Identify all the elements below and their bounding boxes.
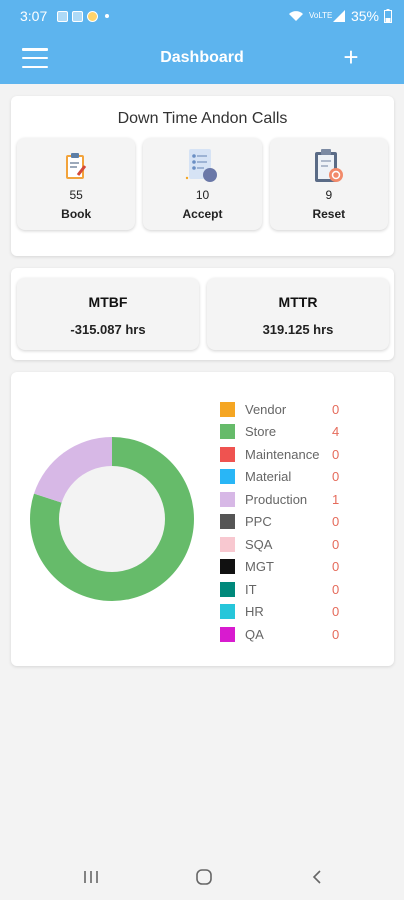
mttr-label: MTTR — [278, 294, 318, 310]
mtbf-tile[interactable]: MTBF -315.087 hrs — [17, 278, 199, 350]
legend-swatch — [220, 491, 235, 507]
legend-swatch — [220, 536, 235, 552]
legend-label: SQA — [245, 536, 273, 552]
andon-calls-card: Down Time Andon Calls 55 Book — [11, 96, 394, 256]
legend-item-maintenance: Maintenance 0 — [220, 443, 350, 466]
donut-chart — [29, 437, 194, 601]
app-bar: Dashboard + — [0, 32, 404, 84]
signal-icon — [332, 10, 345, 22]
legend-item-vendor: Vendor 0 — [220, 398, 350, 421]
legend-value: 0 — [332, 604, 340, 620]
legend-item-material: Material 0 — [220, 466, 350, 489]
metrics-card: MTBF -315.087 hrs MTTR 319.125 hrs — [11, 268, 394, 360]
legend-label: Production — [245, 491, 308, 507]
legend-label: QA — [245, 626, 264, 642]
legend-item-sqa: SQA 0 — [220, 533, 350, 556]
legend-swatch — [220, 581, 235, 597]
andon-tiles: 55 Book 10 Accept — [17, 138, 388, 230]
legend-item-mgt: MGT 0 — [220, 556, 350, 579]
accept-count: 10 — [195, 188, 210, 202]
legend-value: 0 — [332, 401, 340, 417]
legend-swatch — [220, 469, 235, 485]
home-icon[interactable] — [192, 865, 216, 889]
reset-count: 9 — [325, 188, 333, 202]
legend-swatch — [220, 401, 235, 417]
mttr-tile[interactable]: MTTR 319.125 hrs — [207, 278, 389, 350]
legend-item-production: Production 1 — [220, 488, 350, 511]
reset-tile[interactable]: 9 Reset — [269, 138, 388, 230]
status-right: VoLTE 35% — [288, 8, 392, 24]
legend-value: 0 — [332, 446, 340, 462]
category-chart-card: Vendor 0 Store 4 Maintenance 0 Material 0 Produc… — [11, 372, 394, 666]
legend-label: MGT — [245, 559, 274, 575]
legend-swatch — [220, 446, 235, 462]
mttr-value: 319.125 hrs — [262, 322, 334, 337]
legend-value: 0 — [332, 536, 340, 552]
status-left: 3:07 — [20, 8, 110, 24]
accept-tile[interactable]: 10 Accept — [143, 138, 262, 230]
legend-item-qa: QA 0 — [220, 623, 350, 646]
status-time: 3:07 — [20, 8, 48, 24]
mtbf-value: -315.087 hrs — [70, 322, 146, 337]
legend-item-ppc: PPC 0 — [220, 511, 350, 534]
legend-value: 0 — [332, 469, 340, 485]
legend-swatch — [220, 424, 235, 440]
andon-calls-heading: Down Time Andon Calls — [117, 110, 288, 127]
legend-label: Material — [245, 469, 292, 485]
message-notification-icon — [72, 10, 84, 22]
menu-icon[interactable] — [22, 48, 48, 68]
legend-swatch — [220, 626, 235, 642]
legend-value: 0 — [332, 559, 340, 575]
legend-swatch — [220, 514, 235, 530]
reset-label: Reset — [312, 207, 346, 221]
book-tile[interactable]: 55 Book — [17, 138, 136, 230]
clipboard-pencil-icon — [65, 148, 87, 184]
app-notification-icon — [87, 10, 99, 22]
battery-percent: 35% — [350, 8, 379, 24]
legend-label: HR — [245, 604, 264, 620]
legend-item-hr: HR 0 — [220, 601, 350, 624]
chart-legend: Vendor 0 Store 4 Maintenance 0 Material 0 Produc… — [220, 398, 350, 646]
legend-label: PPC — [245, 514, 272, 530]
status-bar: 3:07 VoLTE 35% — [0, 0, 404, 32]
more-notifications-icon — [105, 14, 110, 18]
legend-label: IT — [245, 581, 257, 597]
add-icon[interactable]: + — [343, 42, 359, 72]
legend-value: 0 — [332, 581, 340, 597]
checklist-user-icon — [185, 148, 219, 184]
legend-item-it: IT 0 — [220, 578, 350, 601]
legend-label: Vendor — [245, 401, 287, 417]
legend-label: Maintenance — [245, 446, 320, 462]
book-label: Book — [61, 207, 92, 221]
page-title: Dashboard — [160, 49, 244, 66]
clipboard-reset-icon — [313, 148, 345, 184]
mtbf-label: MTBF — [88, 294, 128, 310]
legend-value: 4 — [332, 424, 340, 440]
legend-value: 0 — [332, 626, 340, 642]
legend-value: 0 — [332, 514, 340, 530]
legend-item-store: Store 4 — [220, 421, 350, 444]
book-count: 55 — [69, 188, 83, 202]
battery-icon — [384, 9, 392, 23]
network-type: VoLTE — [308, 11, 333, 20]
legend-swatch — [220, 604, 235, 620]
donut-hole — [59, 466, 165, 572]
gallery-notification-icon — [57, 10, 69, 22]
system-nav-bar — [0, 850, 404, 900]
back-icon[interactable] — [305, 865, 329, 889]
accept-label: Accept — [182, 207, 223, 221]
recent-apps-icon[interactable] — [79, 865, 103, 889]
legend-label: Store — [245, 424, 277, 440]
wifi-icon — [288, 11, 303, 21]
legend-value: 1 — [332, 491, 340, 507]
legend-swatch — [220, 559, 235, 575]
